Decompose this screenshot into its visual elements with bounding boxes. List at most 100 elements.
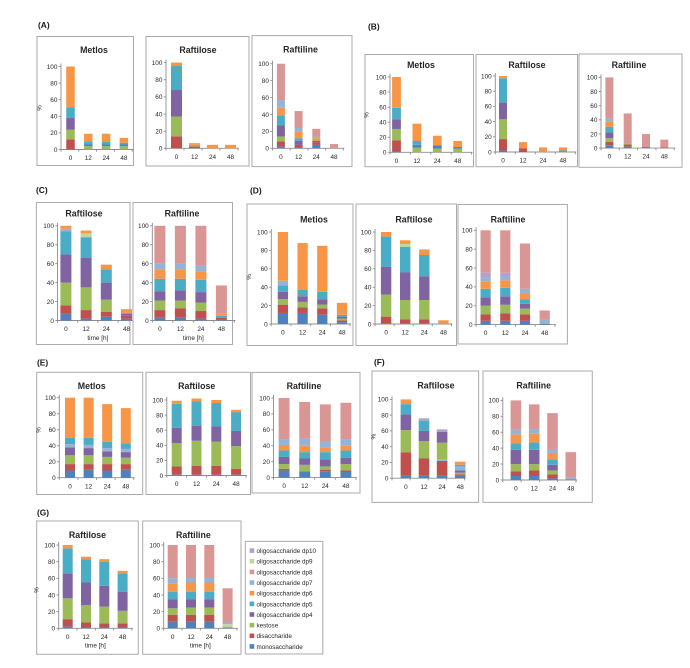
svg-text:100: 100 [43,223,54,230]
svg-text:48: 48 [559,158,567,165]
svg-text:oligosaccharide dp8: oligosaccharide dp8 [257,569,314,576]
svg-text:12: 12 [624,154,632,161]
svg-text:0: 0 [158,326,162,333]
svg-text:0: 0 [264,321,268,328]
svg-text:20: 20 [590,131,598,138]
svg-text:100: 100 [462,228,473,235]
svg-text:60: 60 [262,95,270,102]
svg-text:12: 12 [531,486,539,493]
svg-text:%: % [37,105,44,111]
svg-text:12: 12 [193,481,201,488]
svg-text:48: 48 [120,155,128,162]
svg-text:48: 48 [233,481,241,488]
svg-text:48: 48 [338,330,346,337]
svg-text:100: 100 [258,61,269,68]
svg-text:12: 12 [413,158,421,165]
svg-text:40: 40 [142,280,150,287]
svg-text:0: 0 [608,154,612,161]
svg-text:0: 0 [469,322,473,329]
svg-text:20: 20 [381,460,389,467]
svg-text:Raftilose: Raftilose [395,215,432,225]
svg-text:12: 12 [295,154,303,161]
svg-text:12: 12 [83,326,91,333]
svg-text:48: 48 [123,326,131,333]
svg-text:60: 60 [142,261,150,268]
svg-text:12: 12 [85,155,93,162]
svg-text:20: 20 [485,134,493,141]
svg-text:24: 24 [434,158,442,165]
svg-text:100: 100 [153,397,164,404]
svg-text:40: 40 [261,285,269,292]
svg-text:60: 60 [379,104,387,111]
svg-text:80: 80 [155,77,163,84]
svg-text:20: 20 [47,299,55,306]
svg-text:40: 40 [263,443,271,450]
svg-text:40: 40 [381,444,389,451]
svg-text:Raftilose: Raftilose [69,530,106,540]
svg-text:40: 40 [48,592,56,599]
svg-text:48: 48 [457,484,465,491]
svg-text:100: 100 [45,395,56,402]
svg-text:0: 0 [175,481,179,488]
svg-text:(A): (A) [38,20,50,30]
svg-text:24: 24 [322,483,330,490]
svg-text:0: 0 [68,483,72,490]
svg-text:40: 40 [155,111,163,118]
svg-text:oligosaccharide dp10: oligosaccharide dp10 [257,548,317,555]
svg-text:kestose: kestose [257,623,279,630]
svg-text:%: % [371,434,378,440]
svg-text:24: 24 [197,326,205,333]
svg-text:60: 60 [47,261,55,268]
svg-text:oligosaccharide dp5: oligosaccharide dp5 [257,601,314,608]
svg-text:20: 20 [379,135,387,142]
svg-text:oligosaccharide dp7: oligosaccharide dp7 [257,580,314,587]
svg-text:24: 24 [642,154,650,161]
svg-text:Raftiline: Raftiline [287,381,322,391]
svg-text:24: 24 [319,330,327,337]
svg-text:12: 12 [191,154,199,161]
svg-text:80: 80 [379,89,387,96]
svg-text:24: 24 [104,483,112,490]
svg-text:20: 20 [156,458,164,465]
svg-text:48: 48 [567,486,575,493]
svg-text:20: 20 [142,299,150,306]
svg-text:100: 100 [149,542,160,549]
svg-text:%: % [36,427,43,433]
svg-text:40: 40 [50,114,58,121]
svg-text:0: 0 [145,318,149,325]
svg-text:12: 12 [299,330,307,337]
svg-text:48: 48 [224,634,232,641]
svg-text:12: 12 [82,634,90,641]
svg-text:24: 24 [206,634,214,641]
svg-text:80: 80 [364,248,372,255]
svg-text:40: 40 [590,117,598,124]
svg-text:60: 60 [153,576,161,583]
svg-text:0: 0 [66,634,70,641]
svg-text:Metlos: Metlos [407,60,435,70]
svg-text:80: 80 [263,411,271,418]
svg-text:60: 60 [49,427,57,434]
svg-text:40: 40 [364,285,372,292]
svg-text:20: 20 [492,461,500,468]
svg-text:60: 60 [364,266,372,273]
svg-text:0: 0 [52,626,56,633]
svg-text:0: 0 [175,154,179,161]
svg-text:12: 12 [301,483,309,490]
svg-text:40: 40 [485,119,493,126]
svg-text:100: 100 [489,398,500,405]
svg-text:0: 0 [54,147,58,154]
svg-text:20: 20 [50,130,58,137]
svg-text:20: 20 [263,459,271,466]
svg-text:24: 24 [521,330,529,337]
svg-text:(F): (F) [374,357,385,367]
svg-text:60: 60 [465,265,473,272]
svg-text:12: 12 [502,330,510,337]
svg-text:60: 60 [50,97,58,104]
svg-text:100: 100 [44,542,55,549]
svg-text:monosaccharide: monosaccharide [257,644,304,651]
svg-text:0: 0 [594,145,598,152]
svg-text:Raftilose: Raftilose [65,209,102,219]
svg-text:100: 100 [378,397,389,404]
svg-text:100: 100 [259,395,270,402]
svg-text:0: 0 [385,476,389,483]
